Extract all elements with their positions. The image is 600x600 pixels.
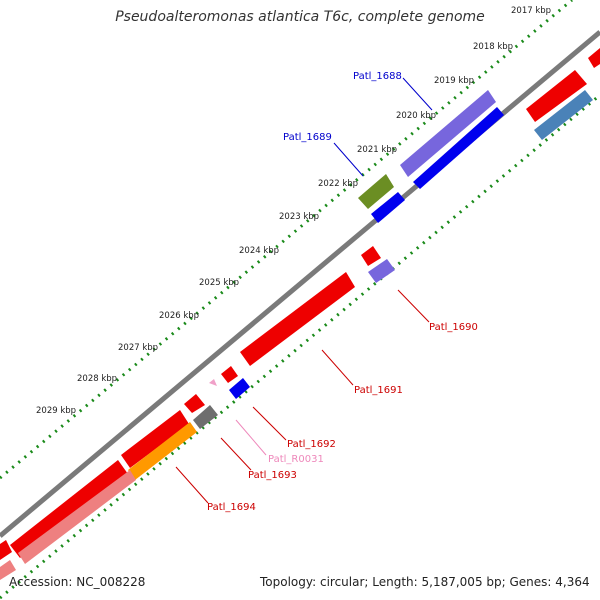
ruler-label: 2024 kbp — [239, 246, 279, 256]
inner-ruler-track — [0, 93, 600, 600]
gene-block-patl-1688[interactable] — [400, 90, 496, 177]
gene-block-steel-top-right[interactable] — [534, 90, 593, 140]
leader-line-patl-1693 — [220, 437, 252, 471]
ruler-label: 2028 kbp — [77, 374, 117, 384]
gene-block-patl-1692-a[interactable] — [221, 366, 238, 383]
ruler-label: 2025 kbp — [199, 278, 239, 288]
gene-label-patl-1689: Patl_1689 — [283, 132, 332, 143]
ruler-label: 2027 kbp — [118, 343, 158, 353]
ruler-label: 2020 kbp — [396, 111, 436, 121]
gene-block-patl-1691[interactable] — [240, 272, 355, 366]
gene-block-red-1693-a[interactable] — [184, 394, 205, 413]
outer-ruler-track — [0, 0, 573, 480]
gene-label-patl-1688: Patl_1688 — [353, 71, 402, 82]
gene-block-red-top-right[interactable] — [526, 70, 587, 122]
rna-block-patl-r0031[interactable] — [209, 379, 217, 386]
gene-block-patl-1692-b[interactable] — [229, 378, 250, 399]
accession-text: Accession: NC_008228 — [9, 575, 146, 589]
gene-block-red-edge-left[interactable] — [0, 540, 12, 560]
map-title: Pseudoalteromonas atlantica T6c, complet… — [115, 9, 485, 25]
gene-block-red-long-left[interactable] — [10, 460, 128, 558]
gene-label-patl-1694: Patl_1694 — [207, 502, 256, 513]
gene-block-lightred-long-left[interactable] — [18, 470, 136, 564]
gene-block-lightred-edge-left[interactable] — [0, 560, 16, 580]
gene-block-red-far-right[interactable] — [588, 48, 600, 68]
ruler-label: 2018 kbp — [473, 42, 513, 52]
ruler-label: 2029 kbp — [36, 406, 76, 416]
ruler-label: 2026 kbp — [159, 311, 199, 321]
gene-block-olive[interactable] — [358, 174, 394, 209]
leader-line-patl-1692 — [252, 406, 287, 441]
ruler-label: 2017 kbp — [511, 6, 551, 16]
gene-block-patl-1689[interactable] — [413, 107, 504, 189]
ruler-label: 2022 kbp — [318, 179, 358, 189]
gene-label-patl-1692: Patl_1692 — [287, 439, 336, 450]
gene-block-gray-1693[interactable] — [193, 405, 218, 429]
gene-block-red-1694-a[interactable] — [121, 410, 189, 468]
ruler-label: 2019 kbp — [434, 76, 474, 86]
gene-label-patl-1693: Patl_1693 — [248, 470, 297, 481]
leader-lines — [175, 77, 433, 504]
gene-block-blue-small[interactable] — [371, 192, 405, 223]
leader-line-patl-1688 — [402, 77, 433, 111]
gene-block-patl-1690-b[interactable] — [368, 259, 395, 283]
ruler-label: 2023 kbp — [279, 212, 319, 222]
gene-label-patl-1690: Patl_1690 — [429, 322, 478, 333]
genome-summary-text: Topology: circular; Length: 5,187,005 bp… — [260, 575, 590, 589]
leader-line-patl-1694 — [175, 466, 209, 504]
ruler-labels: 2017 kbp 2018 kbp 2019 kbp 2020 kbp 2021… — [36, 6, 551, 416]
leader-line-patl-r0031 — [235, 419, 267, 456]
ruler-label: 2021 kbp — [357, 145, 397, 155]
gene-label-patl-1691: Patl_1691 — [354, 385, 403, 396]
gene-block-patl-1690-a[interactable] — [361, 246, 381, 266]
leader-line-patl-1689 — [333, 142, 364, 177]
leader-line-patl-1690 — [397, 289, 430, 323]
leader-line-patl-1691 — [321, 349, 354, 386]
gene-labels: Patl_1688 Patl_1689 Patl_1690 Patl_1691 … — [207, 71, 478, 513]
gene-block-orange-1694[interactable] — [128, 422, 197, 480]
gene-label-patl-r0031: Patl_R0031 — [268, 454, 324, 465]
